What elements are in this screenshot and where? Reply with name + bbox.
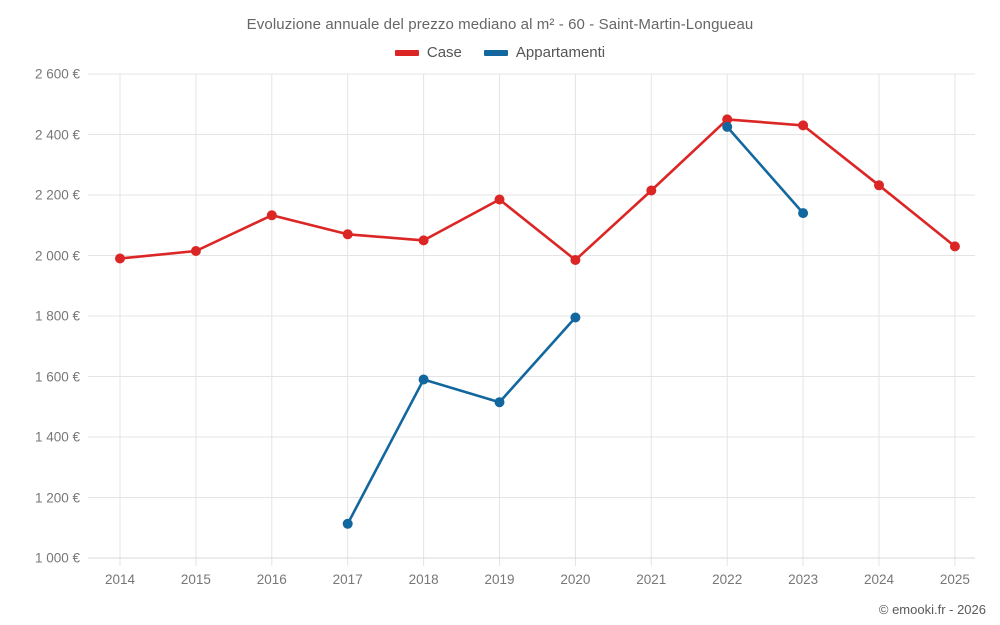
data-point[interactable] bbox=[418, 235, 429, 246]
data-point[interactable] bbox=[798, 120, 809, 131]
series-line-case bbox=[118, 118, 957, 262]
data-point[interactable] bbox=[266, 210, 277, 221]
data-point[interactable] bbox=[722, 121, 733, 132]
footer-credit: © emooki.fr - 2026 bbox=[878, 602, 986, 617]
data-point[interactable] bbox=[494, 397, 505, 408]
data-point[interactable] bbox=[115, 253, 125, 264]
data-point[interactable] bbox=[874, 180, 884, 191]
x-axis-tick-label: 2020 bbox=[560, 572, 591, 587]
chart-title: Evoluzione annuale del prezzo mediano al… bbox=[246, 16, 754, 33]
legend-label-case: Case bbox=[426, 44, 462, 61]
data-point[interactable] bbox=[418, 374, 429, 385]
y-axis-tick-label: 2 000 € bbox=[34, 248, 80, 263]
data-point[interactable] bbox=[646, 185, 657, 196]
y-axis-tick-label: 1 200 € bbox=[34, 490, 80, 505]
data-point[interactable] bbox=[342, 518, 353, 529]
data-point[interactable] bbox=[798, 208, 809, 219]
x-axis-tick-label: 2021 bbox=[636, 572, 667, 587]
series-line-appartamenti bbox=[346, 316, 577, 526]
x-axis-tick-label: 2016 bbox=[256, 572, 287, 587]
x-axis-tick-label: 2023 bbox=[788, 572, 819, 587]
data-point[interactable] bbox=[190, 246, 201, 256]
x-axis-tick-label: 2024 bbox=[863, 572, 895, 587]
series-line-appartamenti bbox=[725, 125, 805, 215]
data-point[interactable] bbox=[570, 312, 581, 323]
data-point[interactable] bbox=[494, 194, 505, 205]
legend-swatch-case bbox=[394, 49, 419, 56]
x-axis-tick-label: 2018 bbox=[408, 572, 439, 587]
gridlines bbox=[88, 73, 975, 566]
y-axis-tick-label: 2 600 € bbox=[34, 66, 80, 82]
x-axis-tick-label: 2022 bbox=[712, 572, 743, 587]
y-axis-tick-label: 1 000 € bbox=[34, 550, 80, 566]
y-axis-tick-label: 1 800 € bbox=[34, 308, 80, 324]
y-axis-tick-label: 1 400 € bbox=[34, 429, 80, 445]
x-axis-tick-label: 2017 bbox=[332, 572, 363, 587]
data-point[interactable] bbox=[570, 255, 581, 265]
legend-item-case[interactable]: Case bbox=[394, 44, 462, 61]
data-point[interactable] bbox=[949, 241, 960, 252]
x-axis-tick-label: 2025 bbox=[939, 572, 970, 587]
x-axis-tick-label: 2014 bbox=[104, 572, 136, 587]
series-layer bbox=[115, 114, 960, 529]
legend-swatch-appartamenti bbox=[483, 49, 508, 56]
data-point[interactable] bbox=[342, 229, 353, 240]
y-axis-tick-label: 2 400 € bbox=[34, 127, 80, 142]
legend-label-appartamenti: Appartamenti bbox=[515, 44, 606, 61]
y-axis-tick-label: 1 600 € bbox=[34, 369, 80, 384]
legend-item-appartamenti[interactable]: Appartamenti bbox=[483, 44, 606, 61]
y-axis-tick-label: 2 200 € bbox=[34, 187, 80, 203]
x-axis-tick-label: 2015 bbox=[180, 572, 211, 587]
chart-legend: Case Appartamenti bbox=[0, 44, 1000, 61]
data-point[interactable] bbox=[722, 114, 733, 125]
x-axis-tick-label: 2019 bbox=[484, 572, 515, 587]
